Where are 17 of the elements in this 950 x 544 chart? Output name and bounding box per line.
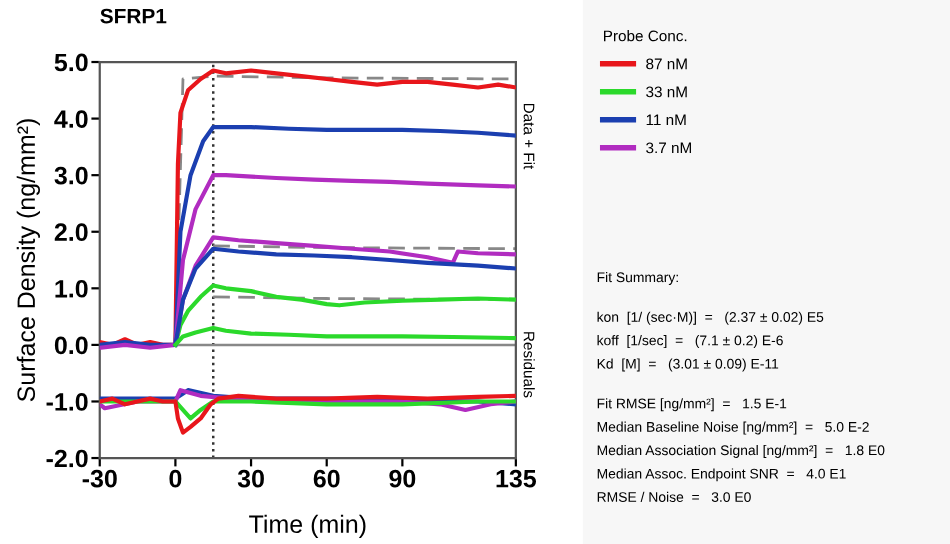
y-tick-label: 5.0: [54, 53, 88, 72]
x-tick-label: 135: [496, 469, 537, 488]
x-tick-label: 90: [389, 469, 416, 488]
y-tick-label: 4.0: [54, 110, 88, 128]
y-axis-title: Surface Density (ng/mm²): [16, 119, 41, 402]
x-tick-label: 0: [169, 469, 182, 488]
x-tick-label: -30: [82, 469, 117, 488]
y-tick-label: 2.0: [54, 223, 88, 242]
y-tick-label: 0.0: [54, 336, 88, 355]
y-tick-label: 3.0: [54, 166, 88, 185]
y-tick-label: -2.0: [46, 449, 88, 468]
y-tick-label: -1.0: [46, 393, 88, 411]
x-tick-label: 30: [237, 469, 264, 488]
x-tick-label: 60: [313, 469, 340, 488]
chart-title: SFRP1: [100, 8, 167, 24]
y-tick-label: 1.0: [55, 279, 88, 298]
x-axis-title: Time (min): [249, 514, 366, 538]
